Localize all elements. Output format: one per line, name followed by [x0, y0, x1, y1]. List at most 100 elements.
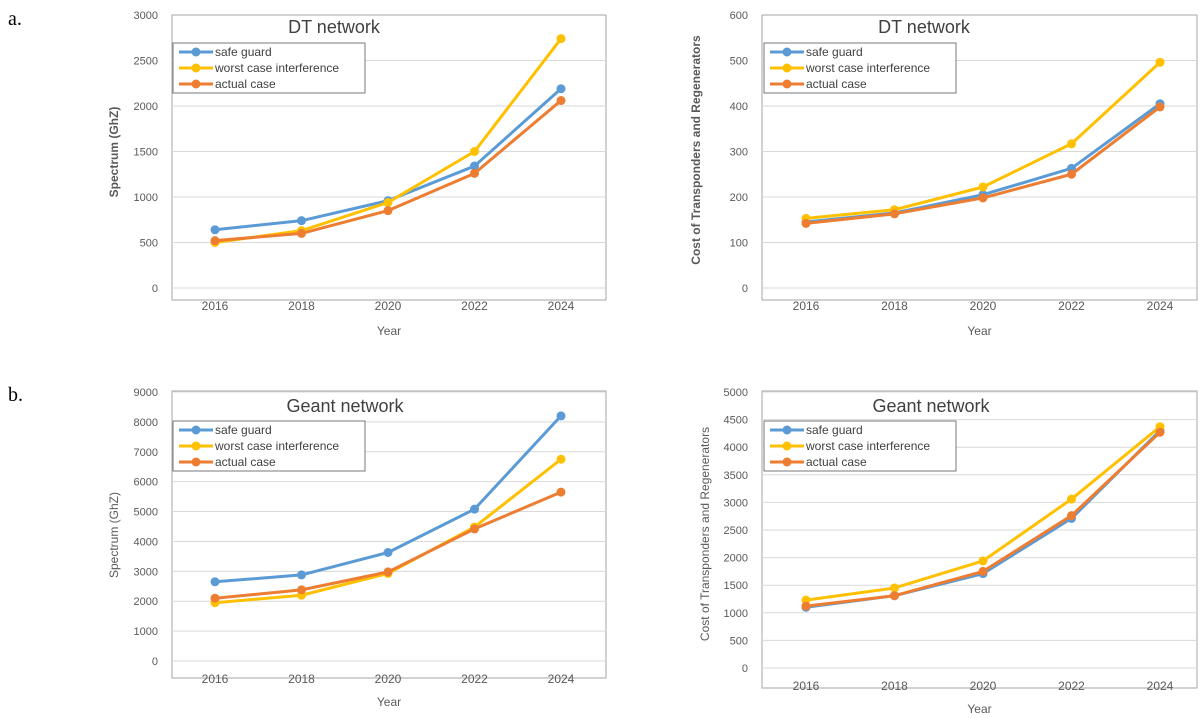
x-axis-title: Year: [967, 324, 991, 338]
y-tick-label: 100: [730, 238, 748, 250]
x-tick-label: 2024: [1147, 299, 1174, 313]
data-point: [297, 216, 306, 226]
x-tick-label: 2016: [202, 299, 229, 313]
legend-label: worst case interference: [214, 439, 339, 453]
data-point: [297, 585, 306, 595]
data-point: [801, 218, 811, 228]
data-point: [297, 228, 306, 238]
x-tick-label: 2016: [793, 679, 820, 693]
data-point: [1155, 427, 1165, 437]
y-tick-label: 2500: [724, 525, 748, 537]
y-tick-label: 200: [730, 192, 748, 204]
legend: safe guard worst case interference actual …: [172, 42, 366, 94]
y-tick-label: 0: [742, 283, 748, 295]
data-point: [1155, 102, 1165, 112]
data-point: [210, 236, 220, 246]
data-point: [383, 197, 393, 207]
legend-marker: [782, 79, 792, 89]
x-tick-label: 2024: [548, 299, 575, 313]
legend-marker: [191, 79, 201, 89]
data-point: [556, 84, 566, 94]
y-tick-label: 4500: [724, 415, 748, 427]
data-point: [978, 193, 988, 203]
data-point: [556, 487, 566, 497]
plot-frame: [171, 390, 607, 679]
x-tick-label: 2020: [970, 299, 997, 313]
plot-frame: [761, 390, 1198, 689]
panel-label-a: a.: [8, 8, 22, 30]
y-tick-label: 2000: [724, 553, 748, 565]
y-tick-label: 5000: [134, 507, 158, 519]
legend-label: worst case interference: [214, 61, 339, 75]
x-axis-title: Year: [967, 702, 991, 716]
legend-marker: [782, 441, 792, 451]
legend-marker: [782, 425, 792, 435]
data-point: [210, 577, 220, 587]
legend-marker: [191, 441, 201, 451]
data-point: [1067, 139, 1076, 149]
legend-marker: [782, 63, 792, 73]
y-tick-label: 2000: [134, 101, 158, 113]
x-tick-label: 2022: [461, 299, 488, 313]
data-point: [1067, 511, 1076, 521]
legend-label: safe guard: [215, 423, 272, 437]
data-point: [890, 209, 899, 219]
legend: safe guard worst case interference actual …: [172, 420, 366, 472]
legend: safe guard worst case interference actual …: [763, 42, 957, 94]
y-tick-label: 2000: [134, 596, 158, 608]
y-tick-label: 8000: [134, 417, 158, 429]
y-axis-title: Cost of Transponders and Regenerators: [698, 427, 712, 641]
chart-title: DT network: [288, 17, 381, 37]
x-tick-label: 2018: [881, 679, 908, 693]
y-tick-label: 1500: [724, 580, 748, 592]
y-tick-label: 5000: [724, 387, 748, 399]
x-tick-label: 2018: [881, 299, 908, 313]
x-tick-label: 2022: [461, 672, 488, 686]
data-point: [210, 225, 220, 235]
x-tick-label: 2022: [1058, 679, 1085, 693]
legend-marker: [191, 457, 201, 467]
legend-label: worst case interference: [805, 439, 930, 453]
data-point: [890, 583, 899, 593]
y-tick-label: 1000: [134, 626, 158, 638]
y-tick-label: 300: [730, 147, 748, 159]
plot-frame: [761, 14, 1198, 301]
plot-frame: [171, 14, 607, 301]
y-tick-label: 0: [152, 283, 158, 295]
data-point: [470, 524, 479, 534]
data-point: [556, 34, 566, 44]
chart-title: Geant network: [872, 396, 990, 416]
data-point: [978, 566, 988, 576]
chart-dt-cost: 0 100 200 300 400 500 600 2016 2018 2020 2022 2024 Y…: [689, 10, 1198, 338]
legend-label: worst case interference: [805, 61, 930, 75]
y-tick-label: 3000: [134, 566, 158, 578]
y-tick-label: 9000: [134, 387, 158, 399]
y-axis-title: Spectrum (GhZ): [107, 107, 121, 198]
data-point: [470, 504, 479, 514]
y-tick-label: 3000: [134, 10, 158, 22]
x-tick-label: 2024: [1147, 679, 1174, 693]
y-tick-label: 1000: [724, 608, 748, 620]
legend-label: safe guard: [806, 423, 863, 437]
legend-label: actual case: [215, 455, 276, 469]
legend: safe guard worst case interference actual …: [763, 420, 957, 472]
x-tick-label: 2020: [375, 672, 402, 686]
data-point: [210, 593, 220, 603]
y-tick-label: 3000: [724, 497, 748, 509]
y-axis-title: Cost of Transponders and Regenerators: [689, 35, 703, 265]
y-tick-label: 4000: [134, 536, 158, 548]
legend-label: safe guard: [215, 45, 272, 59]
data-point: [470, 147, 479, 156]
y-tick-label: 500: [730, 56, 748, 68]
panel-label-b: b.: [8, 384, 23, 406]
data-point: [383, 206, 393, 216]
y-tick-label: 3500: [724, 470, 748, 482]
data-point: [470, 161, 479, 171]
x-axis-title: Year: [377, 324, 401, 338]
legend-marker: [782, 47, 792, 57]
x-axis-title: Year: [377, 695, 401, 709]
x-tick-label: 2018: [288, 672, 315, 686]
legend-marker: [191, 47, 201, 57]
chart-title: Geant network: [286, 396, 404, 416]
